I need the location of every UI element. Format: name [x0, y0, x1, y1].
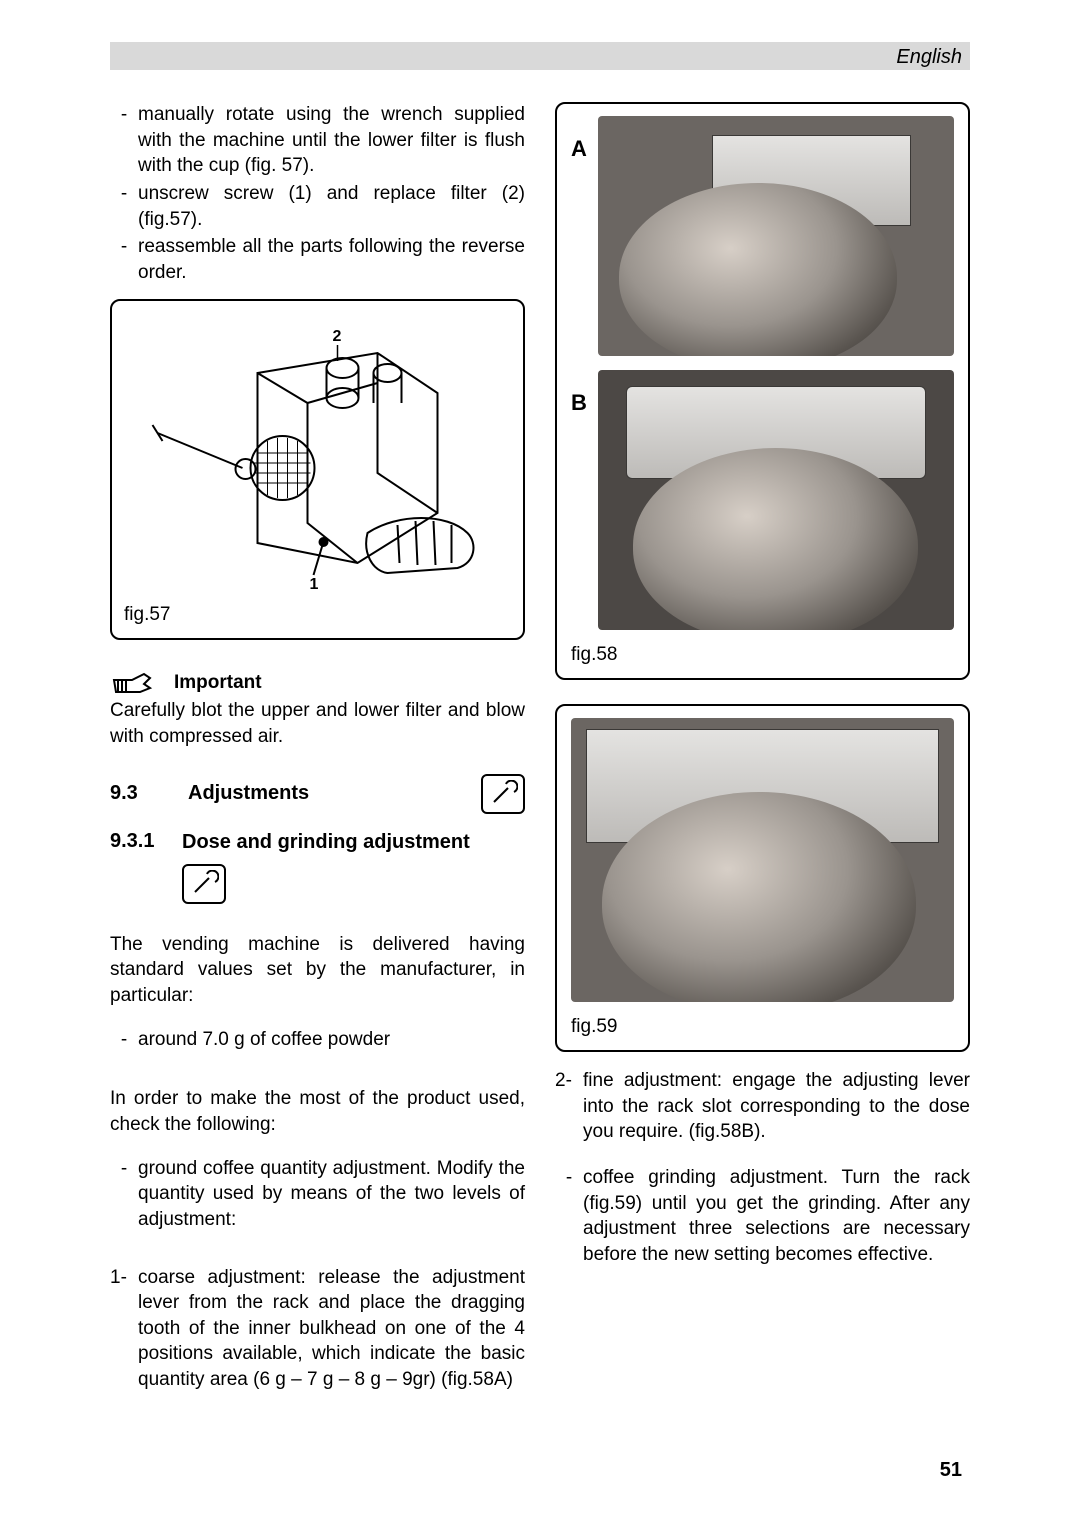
list-item: -manually rotate using the wrench suppli… [110, 102, 525, 179]
figure-59-photo [571, 718, 954, 1002]
figure-58-label-a: A [571, 136, 588, 162]
bullets-powder: -around 7.0 g of coffee powder [110, 1027, 525, 1053]
step-number: 2- [555, 1068, 583, 1145]
important-label: Important [174, 672, 262, 694]
fig57-label-1: 1 [310, 576, 319, 593]
intro-bullets: -manually rotate using the wrench suppli… [110, 102, 525, 285]
wrench-icon [481, 774, 525, 814]
step-text: coarse adjustment: release the adjustmen… [138, 1265, 525, 1393]
para-check: In order to make the most of the product… [110, 1086, 525, 1137]
figure-58a-photo [598, 116, 954, 356]
list-item: -reassemble all the parts following the … [110, 234, 525, 285]
section-title: Adjustments [188, 782, 461, 805]
figure-58-caption: fig.58 [571, 644, 954, 666]
right-column: A B fig.58 fig.59 [555, 102, 970, 1395]
step-text: fine adjustment: engage the adjusting le… [583, 1068, 970, 1145]
header-bar [110, 42, 970, 70]
subsection-title: Dose and grinding adjustment [182, 830, 470, 854]
left-column: -manually rotate using the wrench suppli… [110, 102, 525, 1395]
figure-58-label-b: B [571, 390, 588, 416]
figure-58b-photo [598, 370, 954, 630]
bullet-text: ground coffee quantity adjustment. Modif… [138, 1156, 525, 1233]
list-item: -coffee grinding adjustment. Turn the ra… [555, 1165, 970, 1268]
subsection-9-3-1-heading: 9.3.1 Dose and grinding adjustment [110, 830, 525, 854]
bullet-text: coffee grinding adjustment. Turn the rac… [583, 1165, 970, 1268]
figure-58-box: A B fig.58 [555, 102, 970, 680]
important-text: Carefully blot the upper and lower filte… [110, 698, 525, 749]
step-number: 1- [110, 1265, 138, 1393]
figure-59-box: fig.59 [555, 704, 970, 1052]
step-2-fine: 2- fine adjustment: engage the adjusting… [555, 1068, 970, 1145]
subsection-number: 9.3.1 [110, 830, 168, 854]
bullets-grinding: -coffee grinding adjustment. Turn the ra… [555, 1165, 970, 1268]
bullets-ground: -ground coffee quantity adjustment. Modi… [110, 1156, 525, 1233]
fig57-label-2: 2 [333, 328, 342, 345]
wrench-icon-small [182, 864, 525, 904]
figure-57-box: 2 1 fig.57 [110, 299, 525, 640]
page-number: 51 [940, 1459, 962, 1482]
figure-59-caption: fig.59 [571, 1016, 954, 1038]
list-item: -unscrew screw (1) and replace filter (2… [110, 181, 525, 232]
list-item: -around 7.0 g of coffee powder [110, 1027, 525, 1053]
figure-57-diagram: 2 1 [124, 313, 511, 593]
bullet-text: unscrew screw (1) and replace filter (2)… [138, 181, 525, 232]
bullet-text: around 7.0 g of coffee powder [138, 1027, 525, 1053]
language-label: English [896, 46, 962, 69]
para-delivered: The vending machine is delivered having … [110, 932, 525, 1009]
section-number: 9.3 [110, 782, 168, 805]
bullet-text: reassemble all the parts following the r… [138, 234, 525, 285]
pointing-hand-icon [110, 670, 154, 696]
figure-57-caption: fig.57 [124, 604, 511, 626]
important-row: Important [110, 670, 525, 696]
step-1-coarse: 1- coarse adjustment: release the adjust… [110, 1265, 525, 1393]
section-9-3-heading: 9.3 Adjustments [110, 774, 525, 814]
bullet-text: manually rotate using the wrench supplie… [138, 102, 525, 179]
list-item: -ground coffee quantity adjustment. Modi… [110, 1156, 525, 1233]
